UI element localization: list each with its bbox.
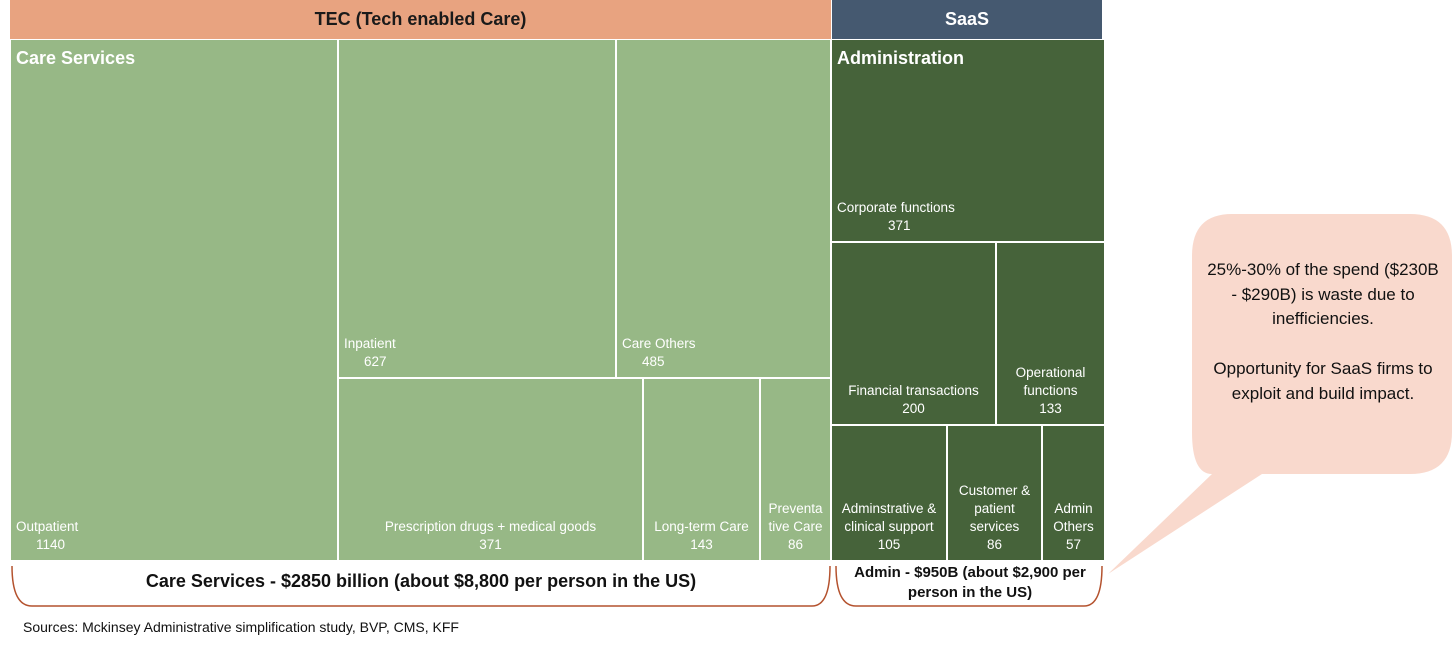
- label-text: Long-term Care: [654, 519, 749, 534]
- value-text: 57: [1065, 537, 1082, 552]
- cell-prescription-drugs: Prescription drugs + medical goods 371: [338, 378, 643, 561]
- label-text: Outpatient: [16, 519, 79, 534]
- label-text: Preventa tive Care: [768, 501, 823, 534]
- source-note: Sources: Mckinsey Administrative simplif…: [23, 619, 459, 635]
- value-text: 200: [902, 401, 925, 416]
- label-text: Admin Others: [1053, 501, 1094, 534]
- label-text: Financial transactions: [848, 383, 979, 398]
- cell-long-term-care: Long-term Care 143: [643, 378, 760, 561]
- cell-admin-others: Admin Others 57: [1042, 425, 1105, 561]
- label-text: Corporate functions: [837, 200, 955, 215]
- cell-financial-transactions: Financial transactions 200: [831, 242, 996, 425]
- value-text: 86: [986, 537, 1003, 552]
- value-text: 485: [642, 354, 665, 369]
- value-text: 627: [364, 354, 387, 369]
- cell-admin-clinical-label: Adminstrative & clinical support 105: [832, 500, 946, 554]
- value-text: 371: [479, 537, 502, 552]
- saas-header: SaaS: [832, 0, 1102, 39]
- cell-preventative-care: Preventa tive Care 86: [760, 378, 831, 561]
- label-text: Operational functions: [1015, 365, 1086, 398]
- value-text: 371: [888, 218, 911, 233]
- label-text: Care Others: [622, 336, 696, 351]
- label-text: Adminstrative & clinical support: [841, 501, 937, 534]
- cell-customer-label: Customer & patient services 86: [952, 482, 1037, 554]
- label-text: Prescription drugs + medical goods: [384, 519, 597, 534]
- callout-opportunity-text: Opportunity for SaaS firms to exploit an…: [1213, 359, 1433, 403]
- care-services-brace: [11, 565, 831, 607]
- value-text: 133: [1039, 401, 1062, 416]
- cell-care-others: Care Others 485: [616, 39, 831, 378]
- cell-inpatient-label: Inpatient 627: [344, 335, 396, 371]
- cell-corporate-label: Corporate functions 371: [837, 199, 955, 235]
- cell-long-term-label: Long-term Care 143: [644, 518, 759, 554]
- callout-waste-text: 25%-30% of the spend ($230B - $290B) is …: [1207, 260, 1439, 328]
- cell-operational-label: Operational functions 133: [1005, 364, 1096, 418]
- cell-operational-functions: Operational functions 133: [996, 242, 1105, 425]
- value-text: 105: [877, 537, 901, 552]
- tec-header: TEC (Tech enabled Care): [10, 0, 831, 39]
- care-services-title: Care Services: [16, 48, 136, 68]
- cell-inpatient: Inpatient 627: [338, 39, 616, 378]
- cell-corporate-functions: Administration Corporate functions 371: [831, 39, 1105, 242]
- label-text: Customer & patient services: [958, 483, 1031, 534]
- cell-preventative-label: Preventa tive Care 86: [765, 500, 826, 554]
- admin-brace: [835, 565, 1103, 607]
- label-text: Inpatient: [344, 336, 396, 351]
- cell-prescription-label: Prescription drugs + medical goods 371: [339, 518, 642, 554]
- callout-bubble: [1108, 22, 1452, 574]
- value-text: 143: [690, 537, 713, 552]
- care-services-total: Care Services - $2850 billion (about $8,…: [145, 571, 697, 591]
- cell-care-others-label: Care Others 485: [622, 335, 696, 371]
- value-text: 86: [787, 537, 804, 552]
- cell-financial-label: Financial transactions 200: [832, 382, 995, 418]
- value-text: 1140: [36, 537, 66, 552]
- cell-administrative-clinical-support: Adminstrative & clinical support 105: [831, 425, 947, 561]
- admin-total: Admin - $950B (about $2,900 per person i…: [854, 564, 1086, 601]
- administration-title: Administration: [837, 48, 965, 68]
- cell-admin-others-label: Admin Others 57: [1051, 500, 1096, 554]
- cell-outpatient-label: Outpatient 1140: [16, 518, 78, 554]
- cell-outpatient: Care Services Outpatient 1140: [10, 39, 338, 561]
- cell-customer-patient-services: Customer & patient services 86: [947, 425, 1042, 561]
